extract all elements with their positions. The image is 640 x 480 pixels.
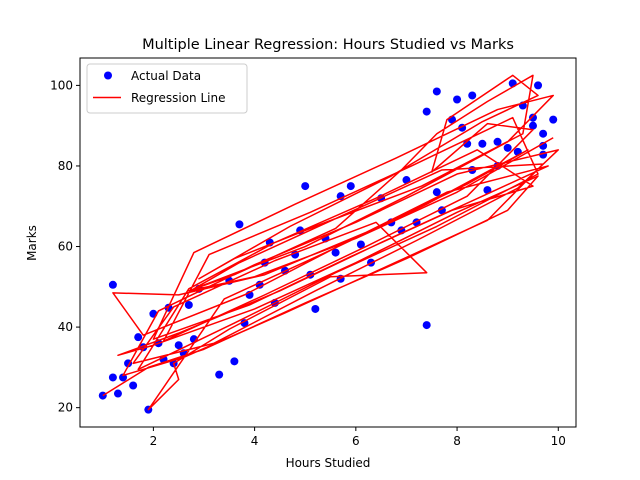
data-point-73 [549,115,558,124]
data-point-41 [356,240,365,249]
data-point-17 [184,300,193,309]
y-tick-label: 80 [58,159,73,173]
chart-title: Multiple Linear Regression: Hours Studie… [142,37,514,53]
legend-label-regression-line: Regression Line [131,91,225,105]
y-tick-label: 60 [58,240,73,254]
data-point-70 [539,129,548,138]
data-point-67 [528,113,537,122]
regression-line-0 [102,74,560,411]
y-tick-label: 100 [50,78,73,92]
data-point-24 [240,319,249,328]
data-point-2 [108,280,117,289]
legend-marker-actual-data [104,71,112,80]
data-point-23 [235,220,244,229]
data-point-3 [113,389,122,398]
data-point-48 [422,107,431,116]
data-point-50 [432,87,441,96]
data-point-54 [453,95,462,104]
y-axis-label: Marks [25,225,39,261]
x-tick-label: 8 [453,434,461,448]
y-tick-label: 20 [58,401,73,415]
data-point-33 [301,182,310,191]
data-point-40 [346,182,355,191]
axes-frame [79,57,577,428]
x-axis: 2 4 6 8 10 [150,427,566,448]
y-tick-label: 40 [58,320,73,334]
x-tick-label: 10 [551,434,566,448]
x-tick-label: 6 [352,434,360,448]
x-tick-label: 4 [251,434,259,448]
data-point-51 [432,188,441,197]
data-point-1 [108,373,117,382]
data-point-63 [503,143,512,152]
data-point-22 [230,357,239,366]
data-point-49 [422,321,431,330]
legend-box [86,63,248,114]
x-tick-label: 2 [150,434,158,448]
data-point-56 [463,139,472,148]
data-point-35 [311,304,320,313]
data-point-6 [129,381,138,390]
data-point-57 [468,91,477,100]
y-axis: 20 40 60 80 100 [50,78,80,415]
data-point-69 [534,81,543,90]
legend: Actual Data Regression Line [86,63,248,114]
legend-label-actual-data: Actual Data [131,69,201,83]
data-point-61 [493,137,502,146]
x-axis-label: Hours Studied [286,456,371,470]
data-point-7 [134,333,143,342]
data-point-37 [331,248,340,257]
data-point-20 [215,370,224,379]
plot-area [98,74,560,414]
data-point-59 [478,139,487,148]
data-point-15 [174,341,183,350]
data-point-68 [528,121,537,130]
